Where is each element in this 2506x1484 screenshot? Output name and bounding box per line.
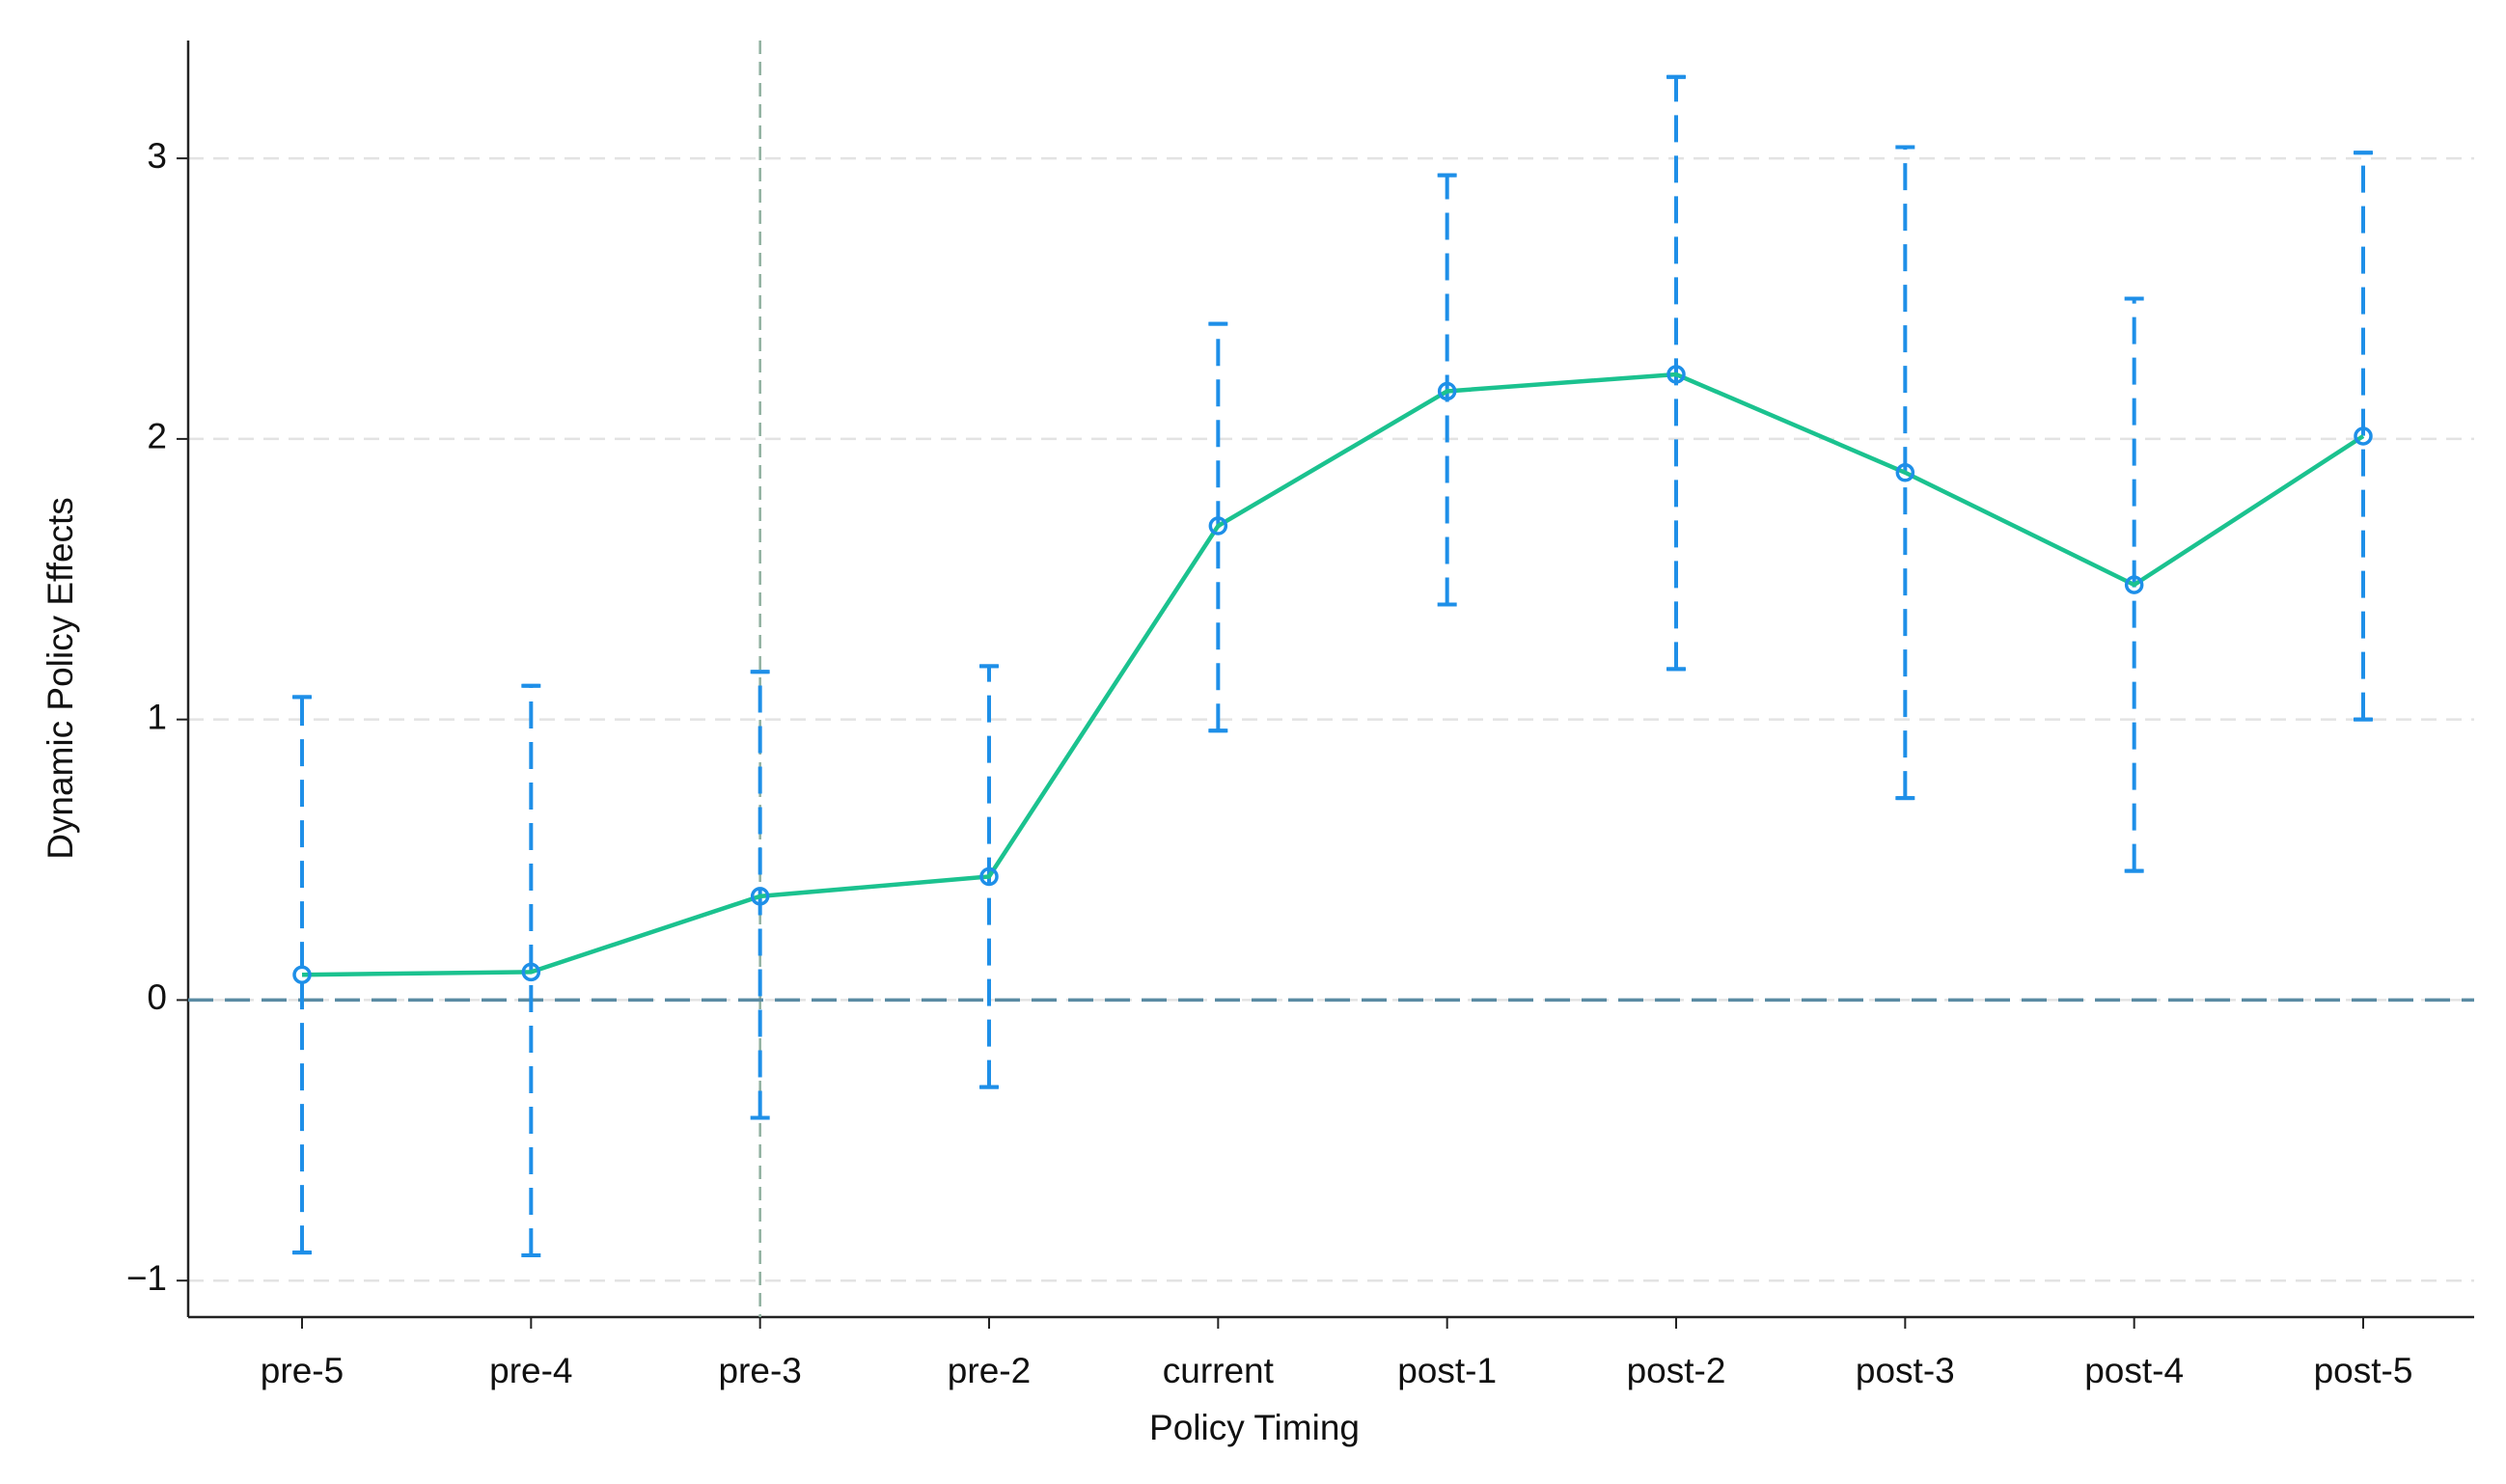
y-tick-label: 0 bbox=[147, 977, 167, 1017]
marker bbox=[1895, 463, 1915, 482]
x-tick-label: pre-2 bbox=[948, 1351, 1031, 1390]
y-tick-label: 2 bbox=[147, 417, 167, 456]
marker bbox=[1666, 365, 1686, 384]
marker bbox=[1208, 516, 1228, 536]
x-tick-label: pre-4 bbox=[489, 1351, 572, 1390]
x-tick-label: post-3 bbox=[1856, 1351, 1955, 1390]
x-tick-label: post-5 bbox=[2314, 1351, 2413, 1390]
y-tick-label: −1 bbox=[126, 1258, 167, 1298]
error-cap bbox=[521, 683, 541, 1258]
x-tick-label: post-4 bbox=[2084, 1351, 2184, 1390]
y-axis-label: Dynamic Policy Effects bbox=[41, 497, 80, 860]
marker bbox=[2354, 426, 2373, 446]
error-cap bbox=[1895, 145, 1915, 801]
x-axis-label: Policy Timing bbox=[1149, 1408, 1360, 1447]
error-cap bbox=[750, 670, 770, 1120]
marker bbox=[979, 866, 999, 887]
x-tick-label: current bbox=[1163, 1351, 1275, 1390]
x-tick-label: pre-5 bbox=[261, 1351, 344, 1390]
marker bbox=[521, 962, 541, 982]
error-cap bbox=[1437, 173, 1457, 607]
error-cap bbox=[1208, 321, 1228, 733]
x-tick-label: post-2 bbox=[1627, 1351, 1726, 1390]
y-tick-label: 3 bbox=[147, 136, 167, 176]
marker bbox=[292, 965, 312, 985]
marker bbox=[750, 887, 770, 906]
error-cap bbox=[2354, 151, 2373, 722]
error-cap bbox=[979, 664, 999, 1089]
marker bbox=[1437, 381, 1457, 401]
error-cap bbox=[292, 695, 312, 1255]
marker bbox=[2124, 575, 2144, 594]
error-cap bbox=[1666, 74, 1686, 672]
line bbox=[301, 371, 2365, 977]
y-tick-label: 1 bbox=[147, 697, 167, 736]
x-tick-label: post-1 bbox=[1397, 1351, 1497, 1390]
error-cap bbox=[2124, 296, 2144, 873]
x-tick-label: pre-3 bbox=[718, 1351, 801, 1390]
